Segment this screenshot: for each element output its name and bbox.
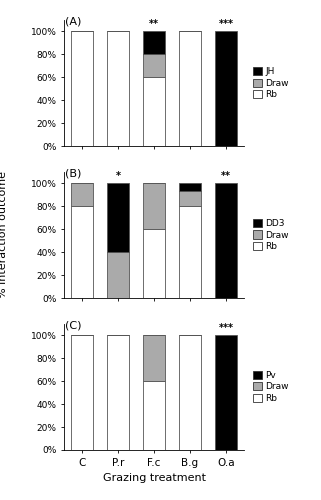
Bar [143,381,165,450]
Bar [215,184,237,298]
Text: % interaction outcome: % interaction outcome [0,172,8,298]
Bar [179,192,201,206]
Text: (A): (A) [65,17,81,27]
Bar [71,335,93,450]
Bar [71,32,93,146]
X-axis label: Grazing treatment: Grazing treatment [103,473,205,483]
Bar [215,32,237,146]
Bar [107,32,129,146]
Bar [179,184,201,192]
Text: (C): (C) [65,320,82,330]
Bar [143,78,165,146]
Bar [71,184,93,206]
Legend: Pv, Draw, Rb: Pv, Draw, Rb [252,370,290,404]
Text: **: ** [149,19,159,29]
Legend: DD3, Draw, Rb: DD3, Draw, Rb [252,218,290,252]
Bar [179,206,201,298]
Bar [143,335,165,381]
Text: ***: *** [219,322,233,332]
Bar [107,252,129,298]
Bar [107,184,129,252]
Bar [71,206,93,298]
Bar [143,54,165,78]
Bar [215,335,237,450]
Legend: JH, Draw, Rb: JH, Draw, Rb [252,66,290,100]
Text: (B): (B) [65,168,81,178]
Bar [179,335,201,450]
Bar [107,335,129,450]
Bar [143,230,165,298]
Text: ***: *** [219,19,233,29]
Text: *: * [116,171,121,181]
Bar [179,32,201,146]
Bar [143,184,165,230]
Bar [143,32,165,54]
Text: **: ** [221,171,231,181]
